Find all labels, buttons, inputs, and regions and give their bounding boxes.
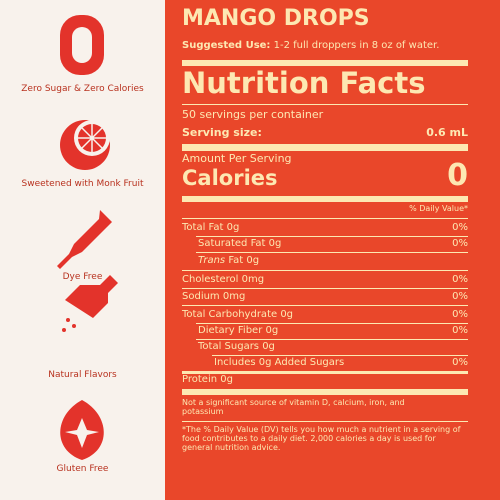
serving-size: 0.6 mL (426, 126, 468, 139)
feature-label: Sweetened with Monk Fruit (21, 179, 144, 189)
rule (196, 339, 468, 340)
feature-label: Zero Sugar & Zero Calories (21, 84, 144, 94)
rule (196, 323, 468, 324)
rule (182, 288, 468, 289)
rule (212, 355, 468, 356)
nutrient-prefix: Trans (198, 255, 226, 266)
feature-label: Gluten Free (56, 464, 109, 474)
rule (196, 236, 468, 237)
icons (57, 15, 118, 460)
calories-value: 0 (447, 158, 468, 193)
rule (182, 60, 468, 66)
rule (182, 270, 468, 271)
feature-label: Natural Flavors (48, 370, 117, 380)
nutrient: Includes 0g Added Sugars (214, 357, 345, 368)
product-title: MANGO DROPS (182, 6, 370, 31)
rule (182, 371, 468, 374)
suggested-use: Suggested Use: 1-2 full droppers in 8 oz… (182, 40, 439, 51)
rule (182, 305, 468, 306)
daily-value: 0% (452, 222, 468, 233)
feature-panel: Zero Sugar & Zero Calories Sweetened wit… (0, 0, 165, 500)
nutrient: Total Fat 0g (182, 222, 240, 233)
daily-value: 0% (452, 238, 468, 249)
amount-per-serving: Amount Per Serving (182, 152, 292, 165)
pinch-icon (72, 324, 76, 328)
daily-value: 0% (452, 357, 468, 368)
nutrient: Saturated Fat 0g (198, 238, 282, 249)
dv-header: % Daily Value* (409, 204, 468, 213)
label-panel: MANGO DROPS Suggested Use: 1-2 full drop… (182, 0, 468, 500)
fruit-icon (78, 124, 106, 152)
wheat-icon (65, 418, 99, 448)
rule (182, 144, 468, 151)
calories-label: Calories (182, 166, 278, 190)
nutrient: Cholesterol 0mg (182, 274, 265, 285)
suggested-use-text: 1-2 full droppers in 8 oz of water. (273, 40, 440, 51)
pinch-icon (66, 318, 70, 322)
zero-icon (72, 27, 92, 63)
rule (182, 104, 468, 105)
serving-size-label: Serving size: (182, 126, 262, 139)
daily-value: 0% (452, 325, 468, 336)
feature-label: Dye Free (62, 272, 103, 282)
pinch-icon (62, 328, 66, 332)
nutrient: Total Sugars 0g (198, 341, 275, 352)
nutrient: Sodium 0mg (182, 291, 246, 302)
footnote: Not a significant source of vitamin D, c… (182, 398, 405, 416)
rule (182, 196, 468, 202)
rule (196, 252, 468, 253)
rule (182, 421, 468, 422)
daily-value: 0% (452, 309, 468, 320)
nutrition-title: Nutrition Facts (182, 66, 426, 100)
nutrient-label: Fat 0g (228, 255, 260, 266)
nutrient: Protein 0g (182, 374, 233, 385)
nutrient: Total Carbohydrate 0g (182, 309, 294, 320)
nutrient: Dietary Fiber 0g (198, 325, 279, 336)
dropper-icon (57, 210, 112, 269)
daily-value: 0% (452, 274, 468, 285)
rule (182, 389, 468, 395)
rule (182, 218, 468, 219)
suggested-use-label: Suggested Use: (182, 40, 271, 51)
footnote: *The % Daily Value (DV) tells you how mu… (182, 425, 461, 452)
pinch-icon (65, 275, 118, 318)
servings: 50 servings per container (182, 108, 324, 121)
daily-value: 0% (452, 291, 468, 302)
nutrient: Trans Fat 0g (198, 255, 259, 266)
